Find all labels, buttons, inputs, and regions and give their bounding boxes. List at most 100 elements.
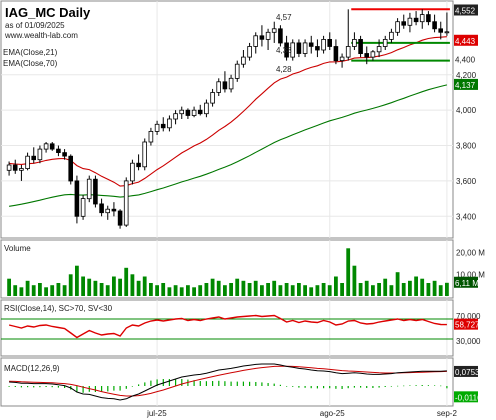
- as-of-date: as of 01/09/2025: [5, 21, 65, 30]
- macd-histogram-bar: [415, 385, 417, 386]
- volume-bars-group: [7, 248, 449, 296]
- macd-histogram-bar: [310, 386, 312, 389]
- candle-body: [444, 31, 450, 34]
- candle-body: [43, 143, 49, 150]
- candle-body: [382, 39, 388, 47]
- volume-last-label: 6,11 M: [455, 279, 479, 288]
- ema70-value-label: 4,137: [455, 81, 476, 90]
- candle-body: [315, 46, 320, 51]
- macd-histogram-bar: [397, 385, 399, 387]
- macd-histogram-bar: [113, 386, 115, 391]
- macd-histogram-bar: [125, 386, 127, 389]
- candle-body: [154, 123, 160, 132]
- candle-body: [56, 148, 61, 154]
- candle-body: [210, 92, 215, 104]
- volume-bar: [210, 278, 215, 296]
- volume-bar: [87, 278, 92, 296]
- macd-histogram-bar: [33, 386, 35, 388]
- macd-histogram-bar: [144, 382, 146, 386]
- candle-body: [49, 143, 55, 150]
- volume-bar: [155, 285, 159, 296]
- volume-bar: [38, 283, 42, 296]
- volume-bar: [284, 283, 289, 296]
- macd-histogram-bar: [27, 386, 29, 388]
- volume-bar: [112, 276, 116, 296]
- candle-body: [93, 178, 98, 205]
- candle-body: [222, 81, 228, 90]
- volume-bar: [426, 283, 431, 296]
- volume-bar: [297, 283, 301, 296]
- macd-histogram-bar: [82, 386, 84, 393]
- macd-histogram-bar: [193, 380, 195, 386]
- volume-bar: [346, 248, 351, 296]
- volume-bar: [7, 278, 11, 296]
- last-high-label-box: [454, 4, 478, 16]
- macd-histogram-bar: [150, 380, 152, 386]
- candle-body: [31, 155, 36, 161]
- candles-group: [6, 9, 450, 229]
- candle-body: [401, 21, 406, 26]
- volume-bar: [31, 285, 36, 296]
- volume-bar: [167, 287, 172, 296]
- macd-histogram-bar: [261, 382, 263, 386]
- volume-bar: [414, 276, 418, 296]
- volume-bar: [13, 285, 18, 296]
- candle-body: [247, 46, 252, 58]
- candle-body: [333, 46, 339, 62]
- volume-bar: [161, 283, 166, 296]
- candle-body: [271, 28, 277, 33]
- volume-bar: [383, 278, 388, 296]
- volume-bar: [247, 283, 252, 296]
- ema70-legend: EMA(Close,70): [3, 59, 58, 68]
- macd-histogram-bar: [440, 385, 442, 387]
- candle-body: [308, 42, 314, 47]
- candle-body: [432, 21, 437, 30]
- macd-histogram-bar: [224, 381, 226, 386]
- date-tick-label: sep-2: [437, 409, 458, 418]
- candle-body: [376, 46, 382, 53]
- candle-body: [12, 164, 18, 171]
- candle-body: [395, 21, 400, 33]
- candle-body: [389, 31, 394, 40]
- macd-histogram-bar: [298, 386, 300, 388]
- price-annotation-low: 4,28: [276, 65, 292, 74]
- volume-bar: [438, 285, 443, 296]
- macd-hist-last-label-box: [454, 391, 478, 403]
- macd-histogram-bar: [378, 386, 380, 388]
- volume-bar: [358, 283, 363, 296]
- rsi-last-label-box: [454, 318, 478, 330]
- volume-bar: [56, 283, 61, 296]
- macd-histogram-bar: [14, 386, 16, 387]
- candle-body: [62, 152, 67, 157]
- macd-histogram-bar: [64, 386, 66, 388]
- candle-body: [123, 180, 129, 226]
- macd-histogram-bar: [181, 379, 183, 386]
- volume-bar: [253, 280, 258, 296]
- volume-bar: [204, 283, 209, 296]
- candle-body: [197, 109, 203, 115]
- rsi-last-label: 58,7270: [455, 321, 484, 330]
- volume-bar: [118, 278, 122, 296]
- macd-histogram-bar: [131, 386, 133, 387]
- volume-bar: [173, 285, 178, 296]
- macd-histogram-bar: [8, 386, 10, 387]
- volume-bar: [340, 283, 344, 296]
- volume-bar: [81, 276, 85, 296]
- candle-body: [426, 14, 431, 23]
- macd-histogram-bar: [421, 385, 423, 386]
- volume-bar: [142, 276, 147, 296]
- volume-bar: [192, 287, 196, 296]
- volume-bar: [241, 280, 246, 296]
- price-tick-label: 3,800: [456, 142, 477, 151]
- candle-body: [185, 109, 191, 116]
- candle-body: [142, 141, 148, 168]
- last-high-label: 4,552: [455, 6, 476, 15]
- candle-body: [191, 109, 197, 116]
- rsi-group: [1, 314, 453, 340]
- macd-histogram-bar: [335, 386, 337, 389]
- volume-bar: [303, 285, 307, 296]
- volume-bar: [395, 272, 400, 296]
- volume-bar: [136, 280, 141, 296]
- macd-histogram-bar: [347, 386, 349, 389]
